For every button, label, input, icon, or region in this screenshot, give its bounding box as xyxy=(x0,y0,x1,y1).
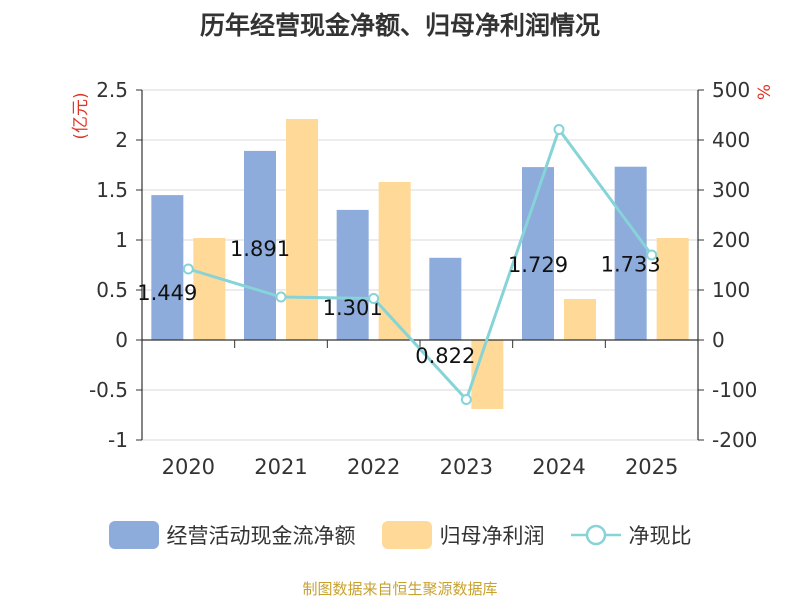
bar-cashflow xyxy=(522,167,554,340)
bar-cashflow xyxy=(429,257,462,340)
y-left-tick-label: 0 xyxy=(115,328,128,352)
bar-cashflow xyxy=(151,195,184,340)
x-tick-label: 2024 xyxy=(532,455,585,479)
data-source-note: 制图数据来自恒生聚源数据库 xyxy=(302,580,498,598)
bar-cashflow xyxy=(244,150,276,340)
y-left-tick-label: 2.5 xyxy=(96,78,128,102)
data-label-cashflow: 0.822 xyxy=(415,344,475,368)
line-ratio xyxy=(187,126,653,403)
y-left-tick-label: -1 xyxy=(108,428,128,452)
y-right-tick-label: 500 xyxy=(712,78,750,102)
legend-item-net-profit[interactable]: 归母净利润 xyxy=(381,520,545,550)
legend-label-net-profit: 归母净利润 xyxy=(439,524,545,548)
bar-net-profit xyxy=(286,119,318,340)
bar-net-profit xyxy=(656,238,689,340)
legend-label-cashflow: 经营活动现金流净额 xyxy=(166,524,356,548)
x-tick-label: 2023 xyxy=(440,455,493,479)
legend-label-ratio: 净现比 xyxy=(628,524,692,548)
y-left-tick-label: -0.5 xyxy=(89,378,128,402)
y-right-tick-label: -100 xyxy=(712,378,757,402)
y-right-tick-label: 400 xyxy=(712,128,750,152)
legend-item-ratio[interactable]: 净现比 xyxy=(570,520,692,550)
x-tick-label: 2020 xyxy=(162,455,215,479)
data-label-cashflow: 1.891 xyxy=(230,237,290,261)
y-left-tick-label: 1.5 xyxy=(96,178,128,202)
y-right-tick-label: 0 xyxy=(712,328,725,352)
point-ratio xyxy=(368,293,380,304)
point-ratio xyxy=(182,263,194,275)
legend-item-cashflow[interactable]: 经营活动现金流净额 xyxy=(108,520,356,550)
y-left-tick-label: 2 xyxy=(115,128,128,152)
bar-cashflow xyxy=(336,209,369,340)
y-right-tick-label: 300 xyxy=(712,178,750,202)
y-right-tick-label: 200 xyxy=(712,228,750,252)
y-axis-left-label: (亿元) xyxy=(71,92,91,139)
point-ratio xyxy=(460,394,472,405)
legend: 经营活动现金流净额 归母净利润 净现比 xyxy=(0,518,800,552)
y-right-tick-label: -200 xyxy=(712,428,757,452)
bar-net-profit xyxy=(471,340,504,409)
x-tick-label: 2021 xyxy=(254,455,307,479)
y-right-tick-label: 100 xyxy=(712,278,750,302)
x-tick-label: 2022 xyxy=(347,455,400,479)
point-ratio xyxy=(646,249,658,261)
bar-net-profit xyxy=(193,238,226,340)
legend-swatch-net-profit xyxy=(381,521,432,549)
point-ratio xyxy=(275,291,287,303)
data-label-cashflow: 1.729 xyxy=(508,253,568,277)
bar-cashflow xyxy=(614,166,647,340)
bar-net-profit xyxy=(564,299,596,340)
x-tick-label: 2025 xyxy=(625,455,678,479)
legend-swatch-ratio xyxy=(570,524,621,546)
y-left-tick-label: 1 xyxy=(115,228,128,252)
chart-title: 历年经营现金净额、归母净利润情况 xyxy=(199,11,600,40)
y-left-tick-label: 0.5 xyxy=(96,278,128,302)
data-label-cashflow: 1.449 xyxy=(137,281,197,305)
bar-net-profit xyxy=(378,182,411,340)
point-ratio xyxy=(553,124,565,135)
y-axis-right-label: % xyxy=(755,84,775,100)
legend-swatch-cashflow xyxy=(108,521,159,549)
